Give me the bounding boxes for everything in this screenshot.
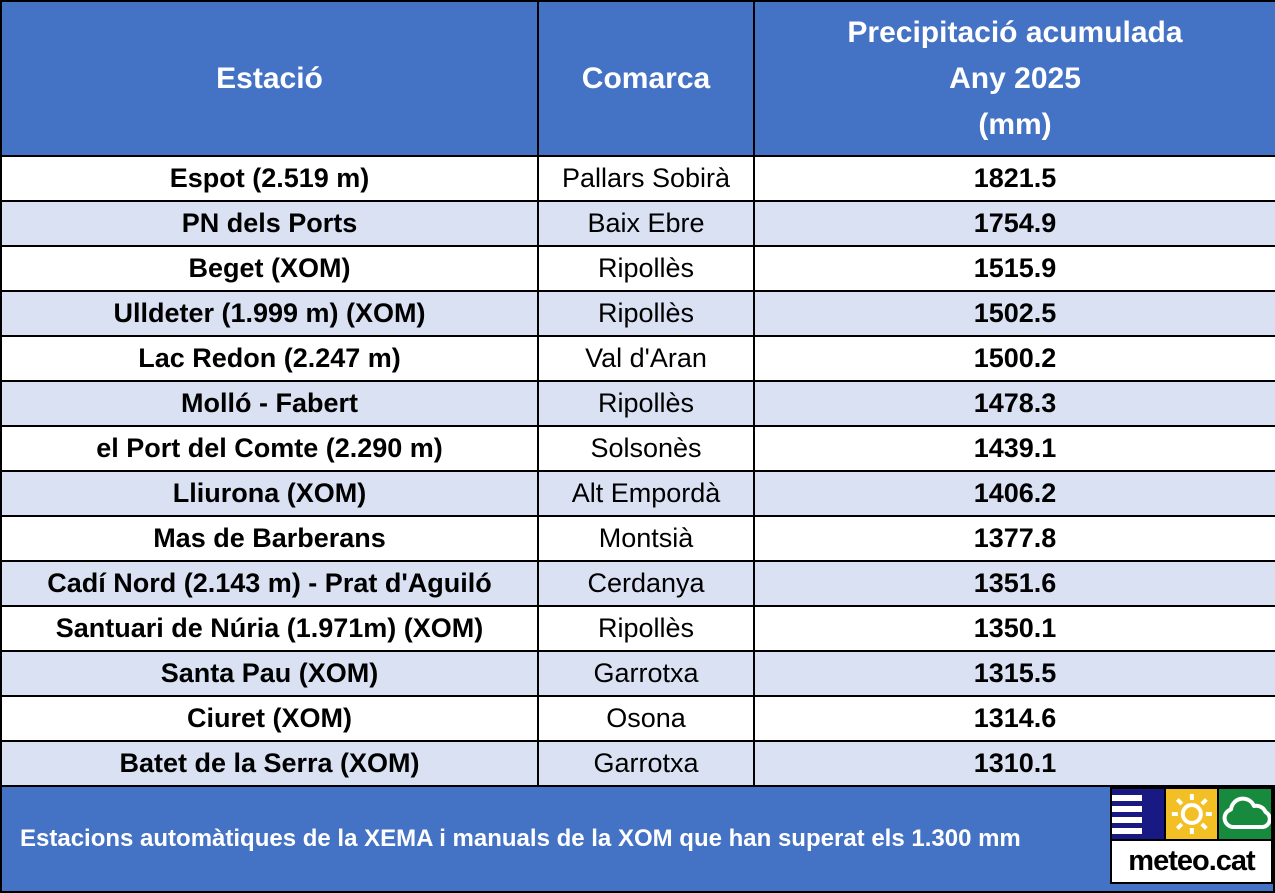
station-cell: el Port del Comte (2.290 m) [0,425,539,472]
comarca-cell: Osona [537,695,755,742]
comarca-cell: Ripollès [537,290,755,337]
precipitation-value-cell: 1754.9 [753,200,1275,247]
cloud-icon [1217,789,1272,839]
precipitation-value-cell: 1500.2 [753,335,1275,382]
header-row: Estació Comarca Precipitació acumulada A… [0,0,1275,157]
station-cell: Ciuret (XOM) [0,695,539,742]
table-row: Mas de Barberans Montsià 1377.8 [0,515,1275,562]
precipitation-value-cell: 1310.1 [753,740,1275,787]
precipitation-value-cell: 1478.3 [753,380,1275,427]
station-cell: Ulldeter (1.999 m) (XOM) [0,290,539,337]
comarca-cell: Ripollès [537,605,755,652]
senyera-bars-icon [1112,789,1164,839]
caption-text: Estacions automàtiques de la XEMA i manu… [20,825,1021,852]
precipitation-value-cell: 1377.8 [753,515,1275,562]
precipitation-value-cell: 1351.6 [753,560,1275,607]
precipitation-value-cell: 1515.9 [753,245,1275,292]
comarca-cell: Garrotxa [537,740,755,787]
column-header-estacio: Estació [0,0,539,157]
logo-brand-strip: meteo.cat [1112,839,1271,882]
precipitation-value-cell: 1406.2 [753,470,1275,517]
precipitation-value-cell: 1439.1 [753,425,1275,472]
precipitation-value-cell: 1502.5 [753,290,1275,337]
header-line-3: (mm) [978,107,1052,141]
station-cell: Santa Pau (XOM) [0,650,539,697]
table-row: Espot (2.519 m) Pallars Sobirà 1821.5 [0,155,1275,202]
precipitation-value-cell: 1314.6 [753,695,1275,742]
comarca-cell: Ripollès [537,245,755,292]
header-line-1: Precipitació acumulada [847,15,1183,49]
table-row: Ulldeter (1.999 m) (XOM) Ripollès 1502.5 [0,290,1275,337]
table-row: Cadí Nord (2.143 m) - Prat d'Aguiló Cerd… [0,560,1275,607]
comarca-cell: Baix Ebre [537,200,755,247]
comarca-cell: Garrotxa [537,650,755,697]
comarca-cell: Montsià [537,515,755,562]
logo-icon-row [1112,789,1272,839]
comarca-cell: Pallars Sobirà [537,155,755,202]
table-row: el Port del Comte (2.290 m) Solsonès 143… [0,425,1275,472]
station-cell: Cadí Nord (2.143 m) - Prat d'Aguiló [0,560,539,607]
station-cell: Lac Redon (2.247 m) [0,335,539,382]
column-header-comarca: Comarca [537,0,755,157]
table-row: Santuari de Núria (1.971m) (XOM) Ripollè… [0,605,1275,652]
table-row: Ciuret (XOM) Osona 1314.6 [0,695,1275,742]
station-cell: Espot (2.519 m) [0,155,539,202]
sun-icon [1163,789,1218,839]
table-row: PN dels Ports Baix Ebre 1754.9 [0,200,1275,247]
comarca-cell: Cerdanya [537,560,755,607]
station-cell: Lliurona (XOM) [0,470,539,517]
station-cell: Batet de la Serra (XOM) [0,740,539,787]
station-cell: Molló - Fabert [0,380,539,427]
comarca-cell: Alt Empordà [537,470,755,517]
comarca-cell: Ripollès [537,380,755,427]
table-row: Beget (XOM) Ripollès 1515.9 [0,245,1275,292]
station-cell: Santuari de Núria (1.971m) (XOM) [0,605,539,652]
table-row: Lac Redon (2.247 m) Val d'Aran 1500.2 [0,335,1275,382]
station-cell: Mas de Barberans [0,515,539,562]
table-body: Espot (2.519 m) Pallars Sobirà 1821.5 PN… [0,155,1275,787]
header-line-2: Any 2025 [949,61,1081,95]
comarca-cell: Solsonès [537,425,755,472]
caption-band: Estacions automàtiques de la XEMA i manu… [0,785,1275,893]
precipitation-value-cell: 1821.5 [753,155,1275,202]
column-header-precipitacio: Precipitació acumulada Any 2025 (mm) [753,0,1275,157]
comarca-cell: Val d'Aran [537,335,755,382]
precipitation-value-cell: 1315.5 [753,650,1275,697]
table-row: Lliurona (XOM) Alt Empordà 1406.2 [0,470,1275,517]
precipitation-table: Estació Comarca Precipitació acumulada A… [0,0,1275,787]
logo-brand-text: meteo.cat [1128,845,1255,877]
station-cell: PN dels Ports [0,200,539,247]
table-row: Molló - Fabert Ripollès 1478.3 [0,380,1275,427]
table-row: Batet de la Serra (XOM) Garrotxa 1310.1 [0,740,1275,787]
table-row: Santa Pau (XOM) Garrotxa 1315.5 [0,650,1275,697]
meteocat-logo: meteo.cat [1110,787,1273,884]
precipitation-value-cell: 1350.1 [753,605,1275,652]
station-cell: Beget (XOM) [0,245,539,292]
